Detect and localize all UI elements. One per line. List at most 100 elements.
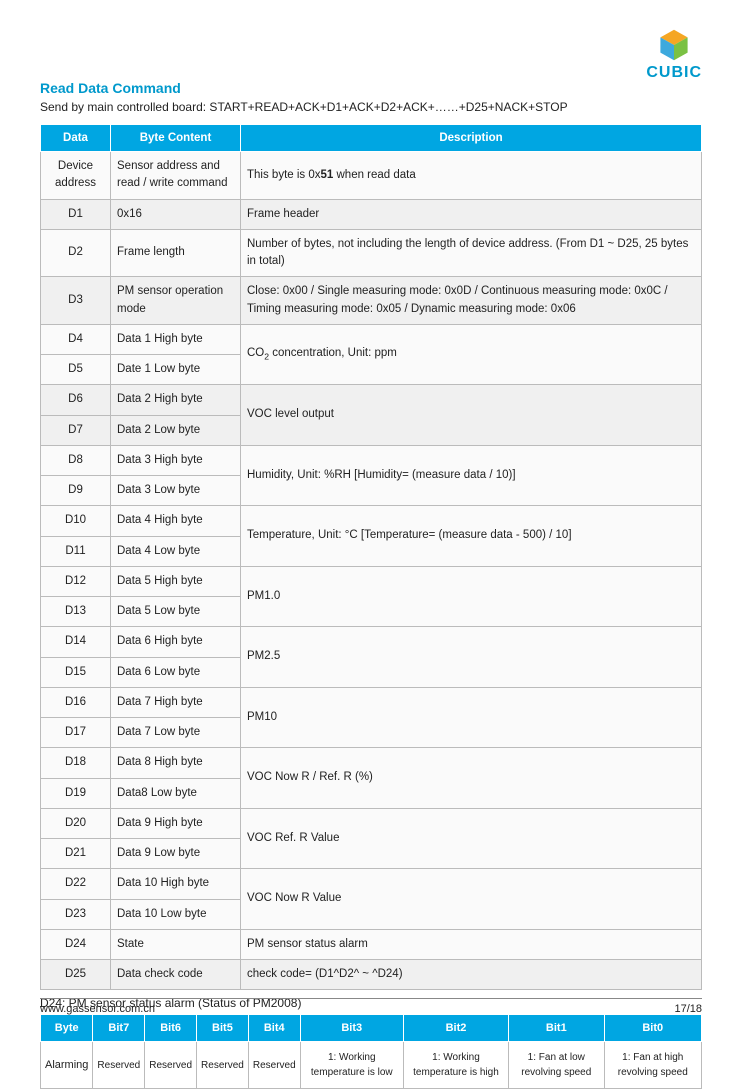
bits-header: Bit3	[300, 1015, 403, 1042]
byte-content-cell: Data 9 Low byte	[111, 839, 241, 869]
table-row: D24StatePM sensor status alarm	[41, 929, 702, 959]
data-cell: D20	[41, 808, 111, 838]
byte-content-cell: Data 7 High byte	[111, 687, 241, 717]
table-row: D8Data 3 High byteHumidity, Unit: %RH [H…	[41, 445, 702, 475]
data-cell: D24	[41, 929, 111, 959]
table-row: Device addressSensor address and read / …	[41, 152, 702, 200]
description-cell: This byte is 0x51 when read data	[241, 152, 702, 200]
bits-row-label: Alarming	[41, 1042, 93, 1089]
logo-text: CUBIC	[646, 64, 702, 82]
byte-content-cell: Data 10 Low byte	[111, 899, 241, 929]
byte-content-cell: Data8 Low byte	[111, 778, 241, 808]
byte-content-cell: 0x16	[111, 199, 241, 229]
bits-header: Byte	[41, 1015, 93, 1042]
data-cell: D6	[41, 385, 111, 415]
bits-cell: 1: Fan at low revolving speed	[509, 1042, 604, 1089]
table-row: D16Data 7 High bytePM10	[41, 687, 702, 717]
byte-content-cell: Data 6 Low byte	[111, 657, 241, 687]
bits-header: Bit7	[93, 1015, 145, 1042]
table-row: D2Frame lengthNumber of bytes, not inclu…	[41, 229, 702, 277]
data-cell: D11	[41, 536, 111, 566]
byte-content-cell: Sensor address and read / write command	[111, 152, 241, 200]
data-cell: D9	[41, 476, 111, 506]
byte-content-cell: Data 6 High byte	[111, 627, 241, 657]
table-row: D3PM sensor operation modeClose: 0x00 / …	[41, 277, 702, 325]
bits-cell: Reserved	[248, 1042, 300, 1089]
byte-content-cell: State	[111, 929, 241, 959]
data-cell: D13	[41, 597, 111, 627]
data-cell: D12	[41, 566, 111, 596]
description-cell: PM2.5	[241, 627, 702, 688]
description-cell: Frame header	[241, 199, 702, 229]
data-cell: D14	[41, 627, 111, 657]
table-row: D10Data 4 High byteTemperature, Unit: °C…	[41, 506, 702, 536]
byte-content-cell: Frame length	[111, 229, 241, 277]
byte-content-cell: Data 2 Low byte	[111, 415, 241, 445]
byte-content-cell: Data 5 Low byte	[111, 597, 241, 627]
table-row: D4Data 1 High byteCO2 concentration, Uni…	[41, 324, 702, 354]
description-cell: VOC Now R / Ref. R (%)	[241, 748, 702, 809]
description-cell: Humidity, Unit: %RH [Humidity= (measure …	[241, 445, 702, 506]
section-title: Read Data Command	[40, 80, 702, 96]
table-row: D6Data 2 High byteVOC level output	[41, 385, 702, 415]
description-cell: check code= (D1^D2^ ~ ^D24)	[241, 960, 702, 990]
data-cell: D10	[41, 506, 111, 536]
byte-content-cell: Data 10 High byte	[111, 869, 241, 899]
data-cell: D22	[41, 869, 111, 899]
data-cell: D4	[41, 324, 111, 354]
byte-content-cell: Date 1 Low byte	[111, 355, 241, 385]
table-row: D10x16Frame header	[41, 199, 702, 229]
description-cell: Close: 0x00 / Single measuring mode: 0x0…	[241, 277, 702, 325]
data-cell: D1	[41, 199, 111, 229]
bits-header: Bit1	[509, 1015, 604, 1042]
data-cell: D19	[41, 778, 111, 808]
description-cell: VOC Ref. R Value	[241, 808, 702, 869]
byte-content-cell: Data 7 Low byte	[111, 718, 241, 748]
description-cell: CO2 concentration, Unit: ppm	[241, 324, 702, 385]
bits-header: Bit4	[248, 1015, 300, 1042]
byte-content-cell: Data 9 High byte	[111, 808, 241, 838]
data-cell: D16	[41, 687, 111, 717]
bits-header: Bit2	[403, 1015, 508, 1042]
description-cell: VOC Now R Value	[241, 869, 702, 930]
description-cell: VOC level output	[241, 385, 702, 446]
bits-header: Bit6	[145, 1015, 197, 1042]
bits-header: Bit5	[197, 1015, 249, 1042]
subtitle: Send by main controlled board: START+REA…	[40, 100, 702, 114]
data-cell: D7	[41, 415, 111, 445]
footer: www.gassensor.com.cn 17/18	[40, 998, 702, 1015]
bits-cell: Reserved	[197, 1042, 249, 1089]
column-header: Data	[41, 125, 111, 152]
bits-cell: 1: Fan at high revolving speed	[604, 1042, 701, 1089]
description-cell: PM10	[241, 687, 702, 748]
description-cell: Number of bytes, not including the lengt…	[241, 229, 702, 277]
bits-cell: Reserved	[145, 1042, 197, 1089]
byte-content-cell: Data 5 High byte	[111, 566, 241, 596]
bits-cell: 1: Working temperature is low	[300, 1042, 403, 1089]
table-row: D22Data 10 High byteVOC Now R Value	[41, 869, 702, 899]
byte-content-cell: Data 3 High byte	[111, 445, 241, 475]
data-cell: D23	[41, 899, 111, 929]
byte-content-cell: Data 4 High byte	[111, 506, 241, 536]
byte-content-cell: Data check code	[111, 960, 241, 990]
bits-cell: 1: Working temperature is high	[403, 1042, 508, 1089]
data-cell: D5	[41, 355, 111, 385]
data-cell: D15	[41, 657, 111, 687]
data-cell: D25	[41, 960, 111, 990]
description-cell: PM1.0	[241, 566, 702, 627]
table-row: D18Data 8 High byteVOC Now R / Ref. R (%…	[41, 748, 702, 778]
data-command-table: DataByte ContentDescription Device addre…	[40, 124, 702, 990]
table-row: D20Data 9 High byteVOC Ref. R Value	[41, 808, 702, 838]
table-row: D25Data check codecheck code= (D1^D2^ ~ …	[41, 960, 702, 990]
table-row: D14Data 6 High bytePM2.5	[41, 627, 702, 657]
description-cell: Temperature, Unit: °C [Temperature= (mea…	[241, 506, 702, 567]
byte-content-cell: Data 2 High byte	[111, 385, 241, 415]
page-number: 17/18	[674, 1003, 702, 1015]
byte-content-cell: Data 1 High byte	[111, 324, 241, 354]
description-cell: PM sensor status alarm	[241, 929, 702, 959]
cube-icon	[657, 28, 691, 62]
data-cell: D2	[41, 229, 111, 277]
data-cell: D3	[41, 277, 111, 325]
bits-cell: Reserved	[93, 1042, 145, 1089]
byte-content-cell: Data 8 High byte	[111, 748, 241, 778]
